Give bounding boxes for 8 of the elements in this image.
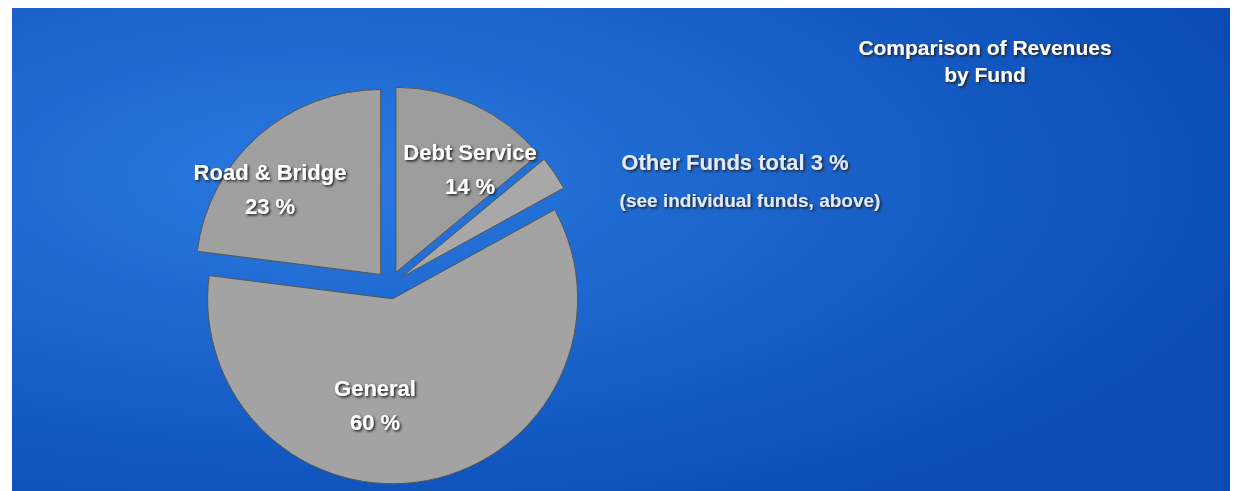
slice-label: Debt Service: [403, 140, 537, 165]
text: (see individual funds, above): [619, 190, 881, 211]
slice-label: General: [334, 376, 416, 401]
data-label: 60 %: [349, 410, 401, 435]
slice-label: Other Funds total 3 %: [621, 150, 849, 175]
text: Comparison of Revenues by Fund: [858, 36, 1112, 86]
data-label: 23 %: [244, 194, 296, 219]
data-label: 14 %: [444, 174, 496, 199]
